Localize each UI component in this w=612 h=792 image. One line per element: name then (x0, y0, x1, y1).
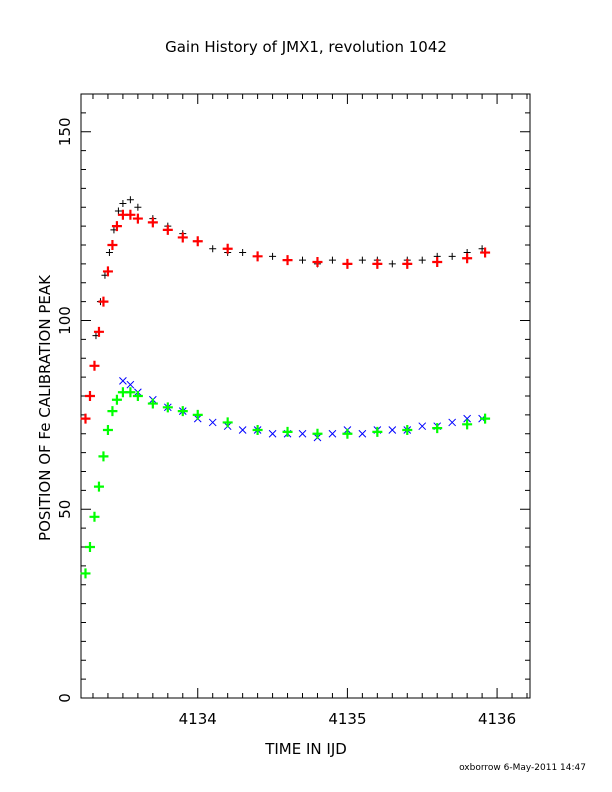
data-point (93, 326, 104, 337)
x-axis-label: TIME IN IJD (264, 740, 347, 758)
series-4-fit-plus (80, 387, 491, 579)
data-point (147, 217, 158, 228)
data-point (98, 296, 109, 307)
footer-stamp: oxborrow 6-May-2011 14:47 (459, 763, 586, 773)
data-point (111, 221, 122, 232)
data-point (282, 255, 293, 266)
axis-tick-labels: 0 50 100 150 4134 4135 4136 (56, 117, 516, 728)
data-point (102, 424, 113, 435)
data-point (448, 252, 456, 260)
data-point (177, 406, 188, 417)
data-point (125, 387, 136, 398)
data-point (107, 406, 118, 417)
data-point (208, 418, 217, 427)
y-tick-label: 50 (56, 500, 74, 519)
data-point (402, 424, 413, 435)
data-point (462, 419, 473, 430)
y-tick-label: 0 (56, 693, 74, 703)
data-point (132, 391, 143, 401)
data-point (192, 409, 203, 420)
data-point (402, 258, 413, 269)
series-2-fit-plus (80, 209, 491, 424)
data-point (298, 429, 307, 438)
data-point (98, 451, 109, 462)
data-point (119, 199, 127, 207)
data-point (105, 249, 113, 257)
data-point (84, 391, 95, 401)
data-point (111, 394, 122, 405)
data-point (102, 266, 113, 277)
data-point (342, 428, 353, 439)
data-point (342, 258, 353, 269)
data-point (448, 418, 457, 427)
data-point (372, 426, 383, 437)
data-point (125, 209, 136, 220)
data-point (89, 360, 100, 371)
data-point (134, 203, 142, 211)
x-tick-label: 4136 (478, 710, 516, 728)
data-point (462, 253, 473, 264)
data-point (480, 413, 491, 424)
data-point (312, 428, 323, 439)
data-point (418, 256, 426, 264)
y-axis-label: POSITION OF Fe CALIBRATION PEAK (36, 274, 54, 541)
data-point (418, 422, 427, 431)
chart-title: Gain History of JMX1, revolution 1042 (165, 38, 447, 56)
data-point (192, 236, 203, 247)
data-point (89, 511, 100, 522)
data-point (114, 207, 122, 215)
data-point (299, 256, 307, 264)
series-layer (80, 196, 491, 579)
data-point (480, 247, 491, 258)
data-point (238, 426, 247, 434)
data-point (209, 245, 217, 253)
data-point (463, 414, 471, 423)
data-point (328, 429, 337, 438)
plot-area: 0 50 100 150 4134 4135 4136 (56, 93, 531, 728)
data-point (252, 424, 263, 435)
data-point (312, 256, 323, 267)
data-point (358, 429, 367, 438)
data-point (282, 426, 293, 437)
data-point (432, 423, 443, 434)
data-point (328, 256, 336, 264)
data-point (162, 402, 173, 413)
data-point (269, 252, 277, 260)
data-point (222, 243, 233, 254)
data-point (80, 413, 91, 424)
data-point (84, 542, 95, 552)
data-point (107, 240, 118, 250)
x-tick-label: 4134 (179, 710, 217, 728)
axis-ticks (81, 93, 530, 699)
data-point (93, 481, 104, 492)
data-point (147, 398, 158, 409)
data-point (177, 232, 188, 243)
data-point (432, 256, 443, 267)
data-point (80, 568, 91, 579)
data-point (132, 213, 143, 224)
data-point (268, 429, 277, 438)
data-point (239, 249, 247, 257)
data-point (358, 256, 366, 264)
y-tick-label: 100 (56, 306, 74, 335)
y-tick-label: 150 (56, 117, 74, 146)
data-point (252, 251, 263, 262)
x-tick-label: 4135 (328, 710, 366, 728)
data-point (372, 258, 383, 269)
data-point (388, 426, 397, 434)
data-point (126, 380, 135, 389)
data-point (162, 224, 173, 235)
data-point (119, 377, 127, 385)
data-point (126, 196, 134, 204)
data-point (388, 260, 396, 268)
data-point (222, 417, 233, 428)
